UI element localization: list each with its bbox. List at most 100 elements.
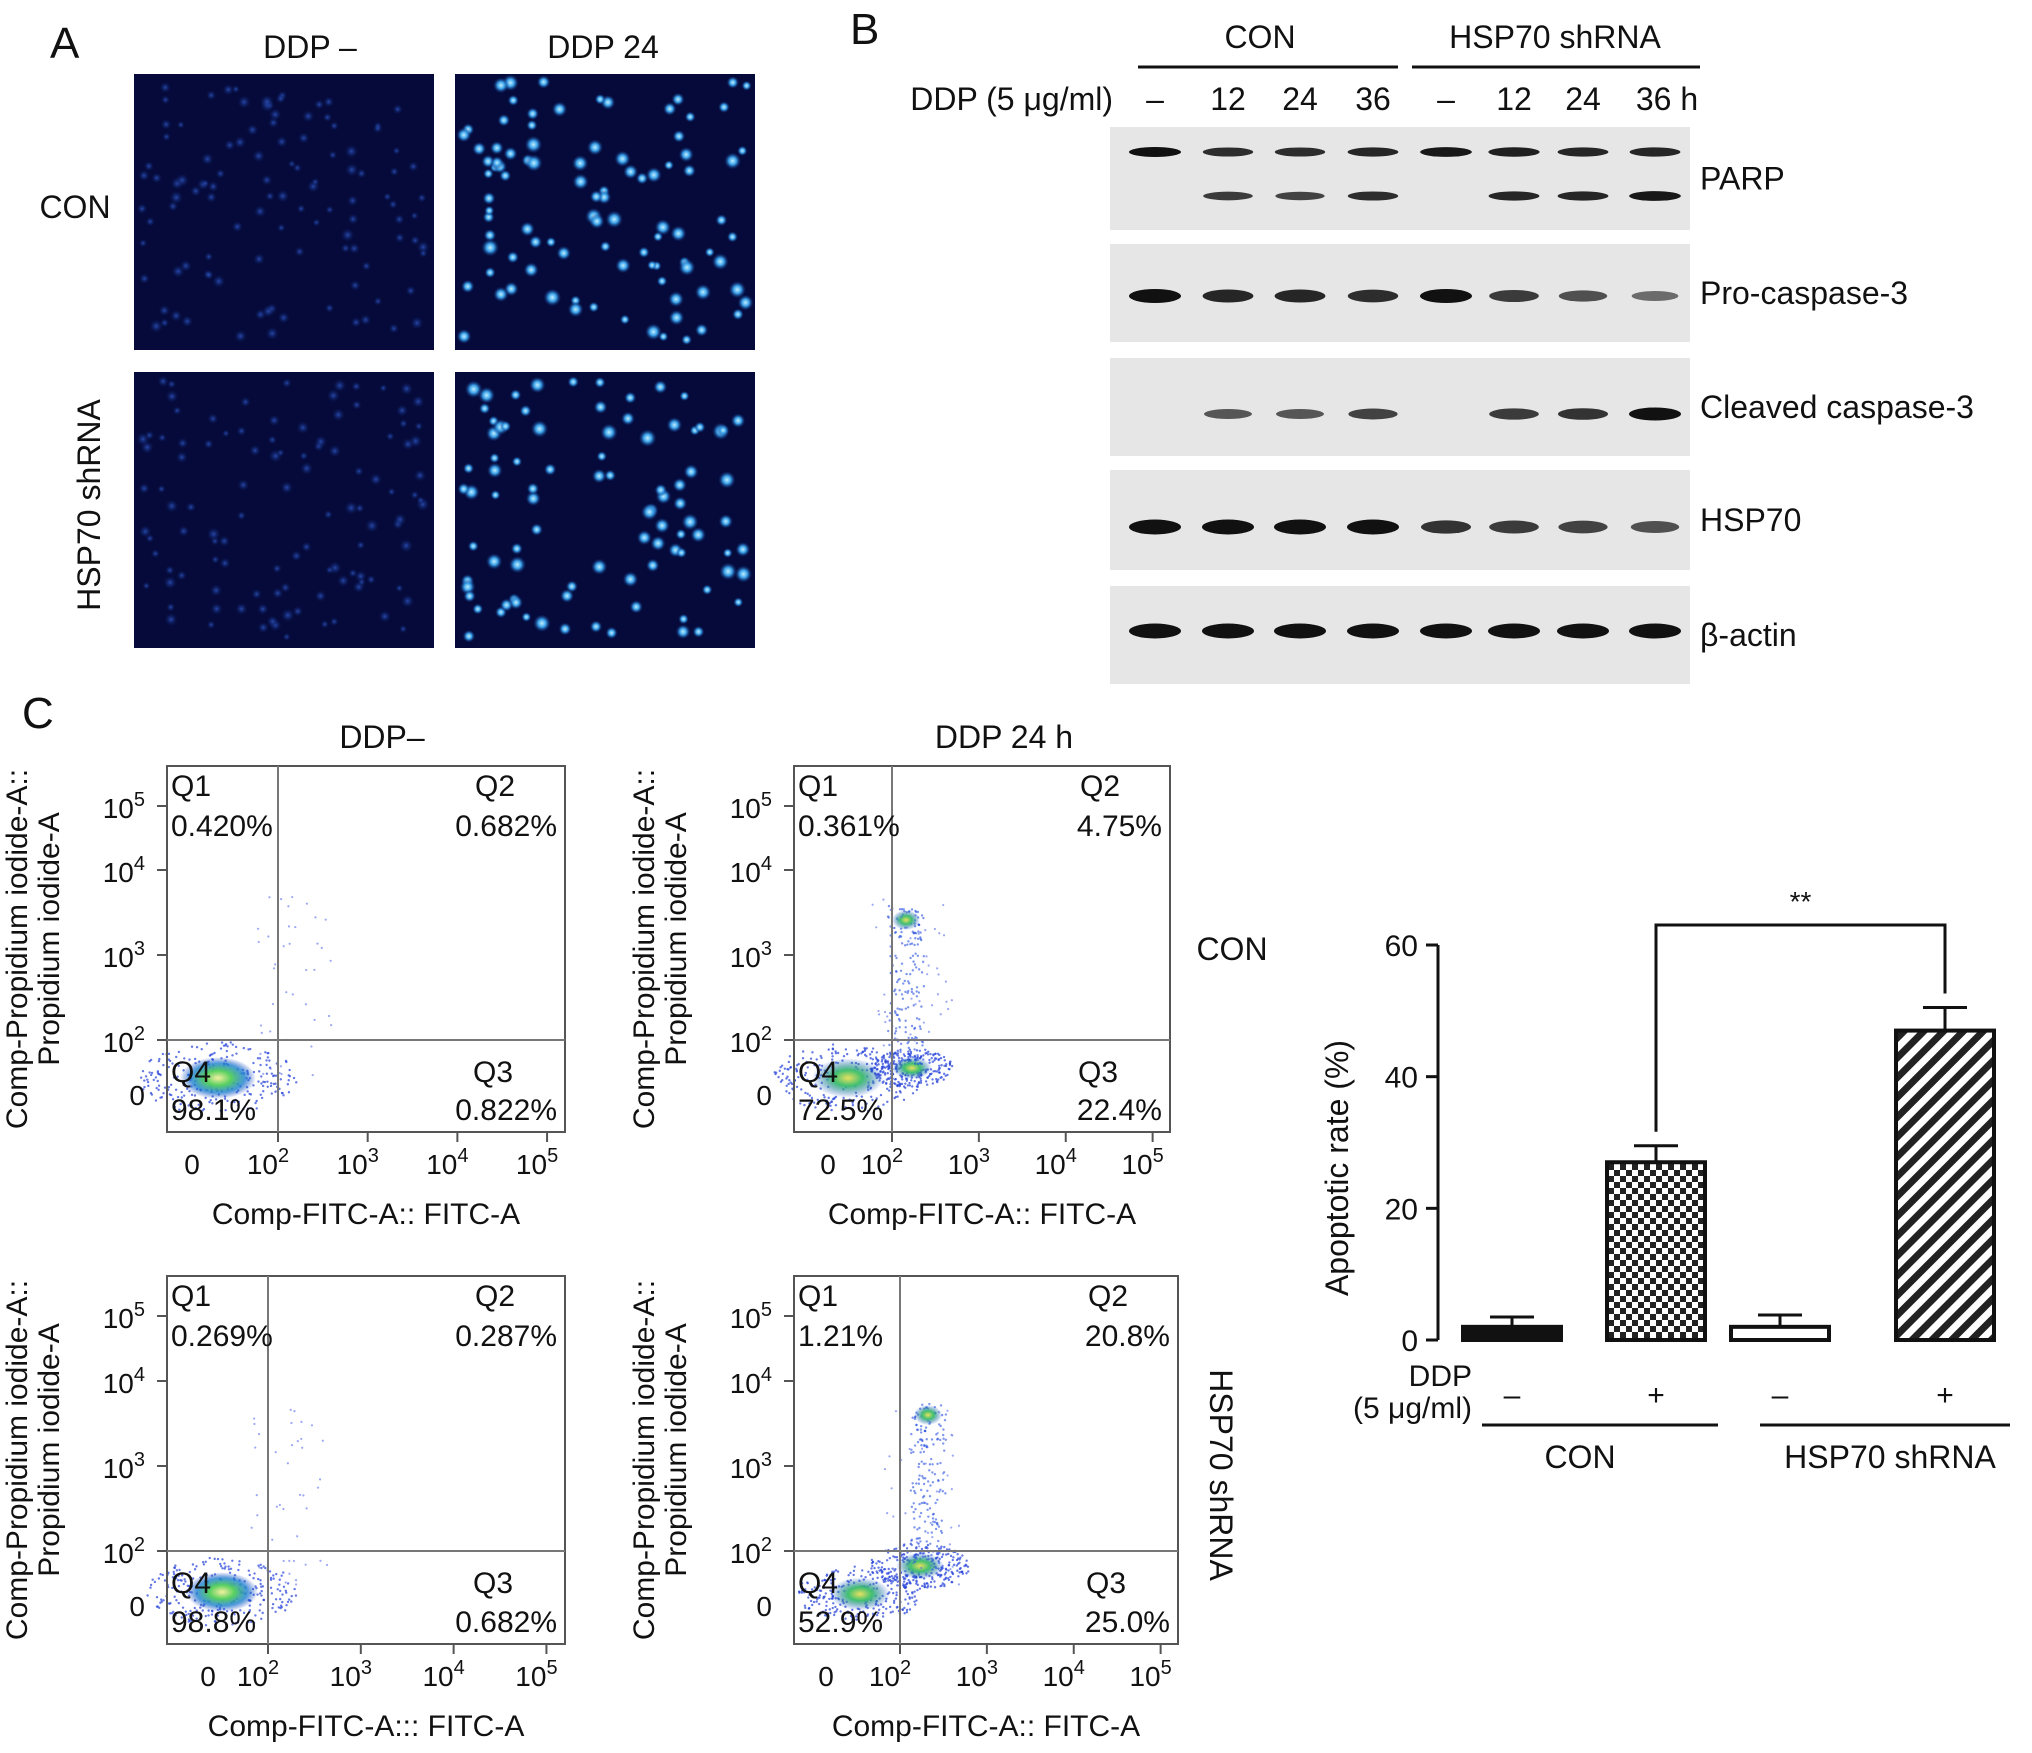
nucleus <box>166 602 176 612</box>
nucleus <box>395 404 409 417</box>
blot-band <box>1129 623 1181 639</box>
nucleus <box>672 129 686 143</box>
lane-label: 12 <box>1496 81 1532 117</box>
nucleus <box>526 107 539 121</box>
nucleus <box>209 584 223 597</box>
nucleus <box>167 201 179 212</box>
bar <box>1605 1160 1707 1342</box>
quadrant-name: Q1 <box>798 770 838 803</box>
quadrant-name: Q4 <box>171 1567 211 1600</box>
x-category-label: – <box>1504 1379 1521 1412</box>
lane-label: 24 <box>1282 81 1318 117</box>
nucleus <box>144 430 155 441</box>
protein-label: Pro-caspase-3 <box>1700 275 1908 311</box>
nucleus <box>356 540 366 550</box>
nucleus <box>692 625 705 638</box>
nucleus <box>678 146 694 163</box>
flow-plot: Q1 0.420% Q2 0.682% Q3 0.822% Q4 98.1% 0 102 103 10… <box>1 765 566 1231</box>
micrograph-nuclei <box>136 81 430 343</box>
panel-a: A DDP – DDP 24 CON HSP70 shRNA <box>39 19 755 648</box>
micrograph-con-ddp-minus <box>134 74 434 350</box>
nucleus <box>176 570 187 581</box>
nucleus <box>231 84 241 94</box>
nucleus <box>489 452 500 464</box>
x-tick-label: 103 <box>330 1657 372 1692</box>
nucleus <box>730 413 746 428</box>
lane-label: 36 <box>1355 81 1391 117</box>
nucleus <box>373 296 383 306</box>
nucleus <box>292 605 304 617</box>
blot-membrane <box>1110 470 1690 570</box>
bar-chart-ylabel: Apoptotic rate (%) <box>1319 1040 1355 1296</box>
nucleus <box>525 154 543 172</box>
nucleus <box>165 499 179 513</box>
nucleus <box>325 565 335 575</box>
nucleus <box>615 257 631 274</box>
nucleus <box>275 93 286 104</box>
nucleus <box>490 156 504 170</box>
nucleus <box>410 235 421 246</box>
nucleus <box>398 624 408 634</box>
nucleus <box>567 301 584 318</box>
nucleus <box>282 632 291 641</box>
flow-events <box>797 1402 970 1622</box>
nucleus <box>204 252 214 262</box>
blot-band <box>1557 191 1609 201</box>
nucleus <box>647 260 658 271</box>
nucleus <box>206 90 217 101</box>
x-tick-label: 102 <box>247 1145 289 1180</box>
nucleus <box>252 149 266 163</box>
lane-label: 36 h <box>1636 81 1698 117</box>
nucleus <box>178 525 190 537</box>
nucleus <box>483 168 494 180</box>
blot-band <box>1274 623 1326 639</box>
nucleus <box>489 141 504 155</box>
blot-band <box>1276 408 1324 420</box>
nucleus <box>417 193 427 203</box>
y-tick-label: 0 <box>129 1591 145 1622</box>
flow-events <box>146 1408 329 1627</box>
blot-band <box>1274 289 1326 303</box>
x-tick-label: 102 <box>869 1657 911 1692</box>
panel-b-group-con: CON <box>1224 19 1295 55</box>
micrograph-nuclei <box>457 376 753 643</box>
nucleus <box>722 547 733 558</box>
nucleus <box>272 563 282 574</box>
nucleus <box>726 76 740 89</box>
blot-band <box>1489 289 1539 303</box>
nucleus <box>394 232 405 243</box>
blot-band <box>1347 519 1399 535</box>
population-core <box>186 1572 258 1612</box>
nucleus <box>164 612 178 627</box>
nucleus <box>510 542 523 555</box>
panel-c-col-title-1: DDP– <box>339 719 425 755</box>
blot-band <box>1129 289 1181 303</box>
nucleus <box>300 461 314 475</box>
nucleus <box>654 517 670 534</box>
nucleus <box>251 588 262 600</box>
nucleus <box>181 315 194 328</box>
quadrant-percent: 4.75% <box>1077 810 1162 843</box>
nucleus <box>276 189 290 203</box>
x-tick-label: 0 <box>818 1661 834 1692</box>
nucleus <box>509 389 522 401</box>
nucleus <box>497 113 511 127</box>
y-axis-label: Propidium iodide-A <box>660 812 693 1065</box>
nucleus <box>261 174 273 186</box>
blot-band <box>1557 623 1609 639</box>
y-tick-label: 105 <box>103 789 145 824</box>
x-tick-label: 105 <box>1121 1145 1163 1180</box>
x-tick-label: 102 <box>861 1145 903 1180</box>
nucleus <box>523 262 539 278</box>
nucleus <box>260 94 274 109</box>
micrograph-shrna-ddp-minus <box>134 372 434 648</box>
nucleus <box>484 205 495 216</box>
nucleus <box>322 112 333 123</box>
nucleus <box>176 120 185 129</box>
nucleus <box>400 594 415 608</box>
plot-frame <box>793 765 1171 1133</box>
nucleus <box>378 610 392 623</box>
blot-band <box>1348 408 1398 420</box>
quadrant-percent: 0.269% <box>171 1320 273 1353</box>
nucleus <box>236 425 247 436</box>
